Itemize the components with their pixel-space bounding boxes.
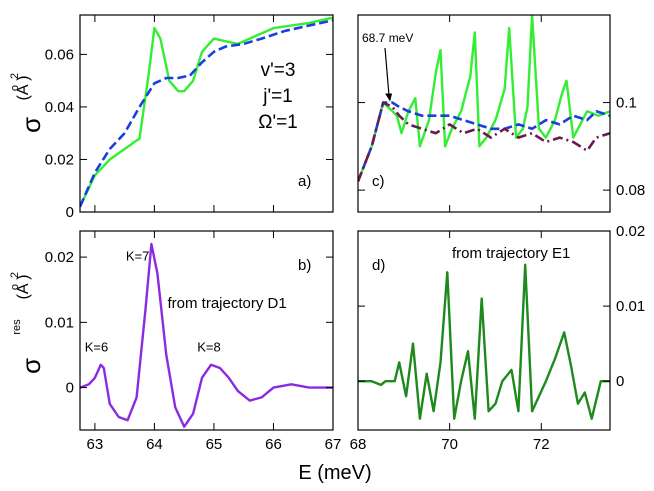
series-full-a [80,16,333,208]
x-tick-label-b: 63 [87,436,104,453]
series-residual-b [80,242,333,428]
y-tick-label-b: 0.01 [45,314,74,331]
series-residual-d [358,263,610,420]
y-axis-label-bottom: σ res (A ) o 2 [9,272,46,374]
y-tick-label-c: 0.1 [616,95,637,112]
series-full-c [358,15,610,182]
annotation-arrow [384,47,390,97]
y-label-bottom-sigma: σ [16,358,46,374]
y-tick-label-d: 0.02 [616,223,645,240]
panel-b: 63 64 65 66 67 0 0.01 0.02 b) K=6 K=7 K=8 from traje… [45,230,342,453]
annotation-arrow-head [385,93,393,102]
x-tick-label-d: 70 [441,436,458,453]
panel-label-a: a) [298,173,311,190]
annotation-energy: 68.7 meV [362,31,413,45]
series-average-c [358,101,610,182]
x-tick-label-d: 68 [350,436,367,453]
panel-c: 0.08 0.1 c) 68.7 meV [357,14,645,213]
y-label-bottom-ring: o [9,284,21,290]
panel-label-c: c) [372,173,385,190]
y-tick-label-b: 0.02 [45,249,74,266]
y-tick-label-a: 0 [66,204,74,221]
y-tick-label-a: 0.02 [45,151,74,168]
y-label-top-exp: 2 [9,73,21,79]
y-label-top-sigma: σ [16,117,46,133]
y-tick-label-a: 0.06 [45,46,74,63]
annotation-trajectory: from trajectory E1 [452,245,570,262]
x-tick-label-b: 64 [146,436,163,453]
y-tick-label-d: 0 [616,373,624,390]
y-label-bottom-res: res [11,319,23,335]
series-average-a [80,19,333,208]
axes-frame-b [79,230,334,431]
x-tick-label-d: 72 [533,436,550,453]
axes-frame-a [79,14,334,213]
panel-label-d: d) [372,257,385,274]
x-tick-label-b: 65 [206,436,223,453]
annotation-trajectory: from trajectory D1 [168,295,287,312]
y-tick-label-d: 0.01 [616,298,645,315]
annotation-quantum-number: j'=1 [262,86,293,107]
y-label-top-ring: o [9,85,21,91]
y-label-top-unit: (A ) [15,76,32,101]
annotation-quantum-number: Ω'=1 [258,112,298,133]
y-tick-label-a: 0.04 [45,99,74,116]
annotation-quantum-number: v'=3 [261,60,296,81]
axes-frame-d [357,230,611,431]
x-tick-label-b: 67 [325,436,342,453]
x-axis-label: E (meV) [298,462,371,484]
annotation-k-label: K=8 [197,340,221,355]
y-tick-label-c: 0.08 [616,182,645,199]
x-tick-label-b: 66 [265,436,282,453]
y-label-bottom-exp: 2 [9,272,21,278]
y-label-bottom-unit: (A ) [15,275,32,300]
annotation-k-label: K=6 [85,340,109,355]
panel-a: 0 0.02 0.04 0.06 a) v'=3 j'=1 Ω'=1 [45,14,334,221]
y-axis-label-top: σ (A ) o 2 [9,73,46,133]
axes-frame-c [357,14,611,213]
panel-label-b: b) [298,257,311,274]
annotation-k-label: K=7 [126,248,150,263]
panel-d: 68 70 72 0 0.01 0.02 d) from trajectory E1 [350,223,646,453]
y-tick-label-b: 0 [66,380,74,397]
